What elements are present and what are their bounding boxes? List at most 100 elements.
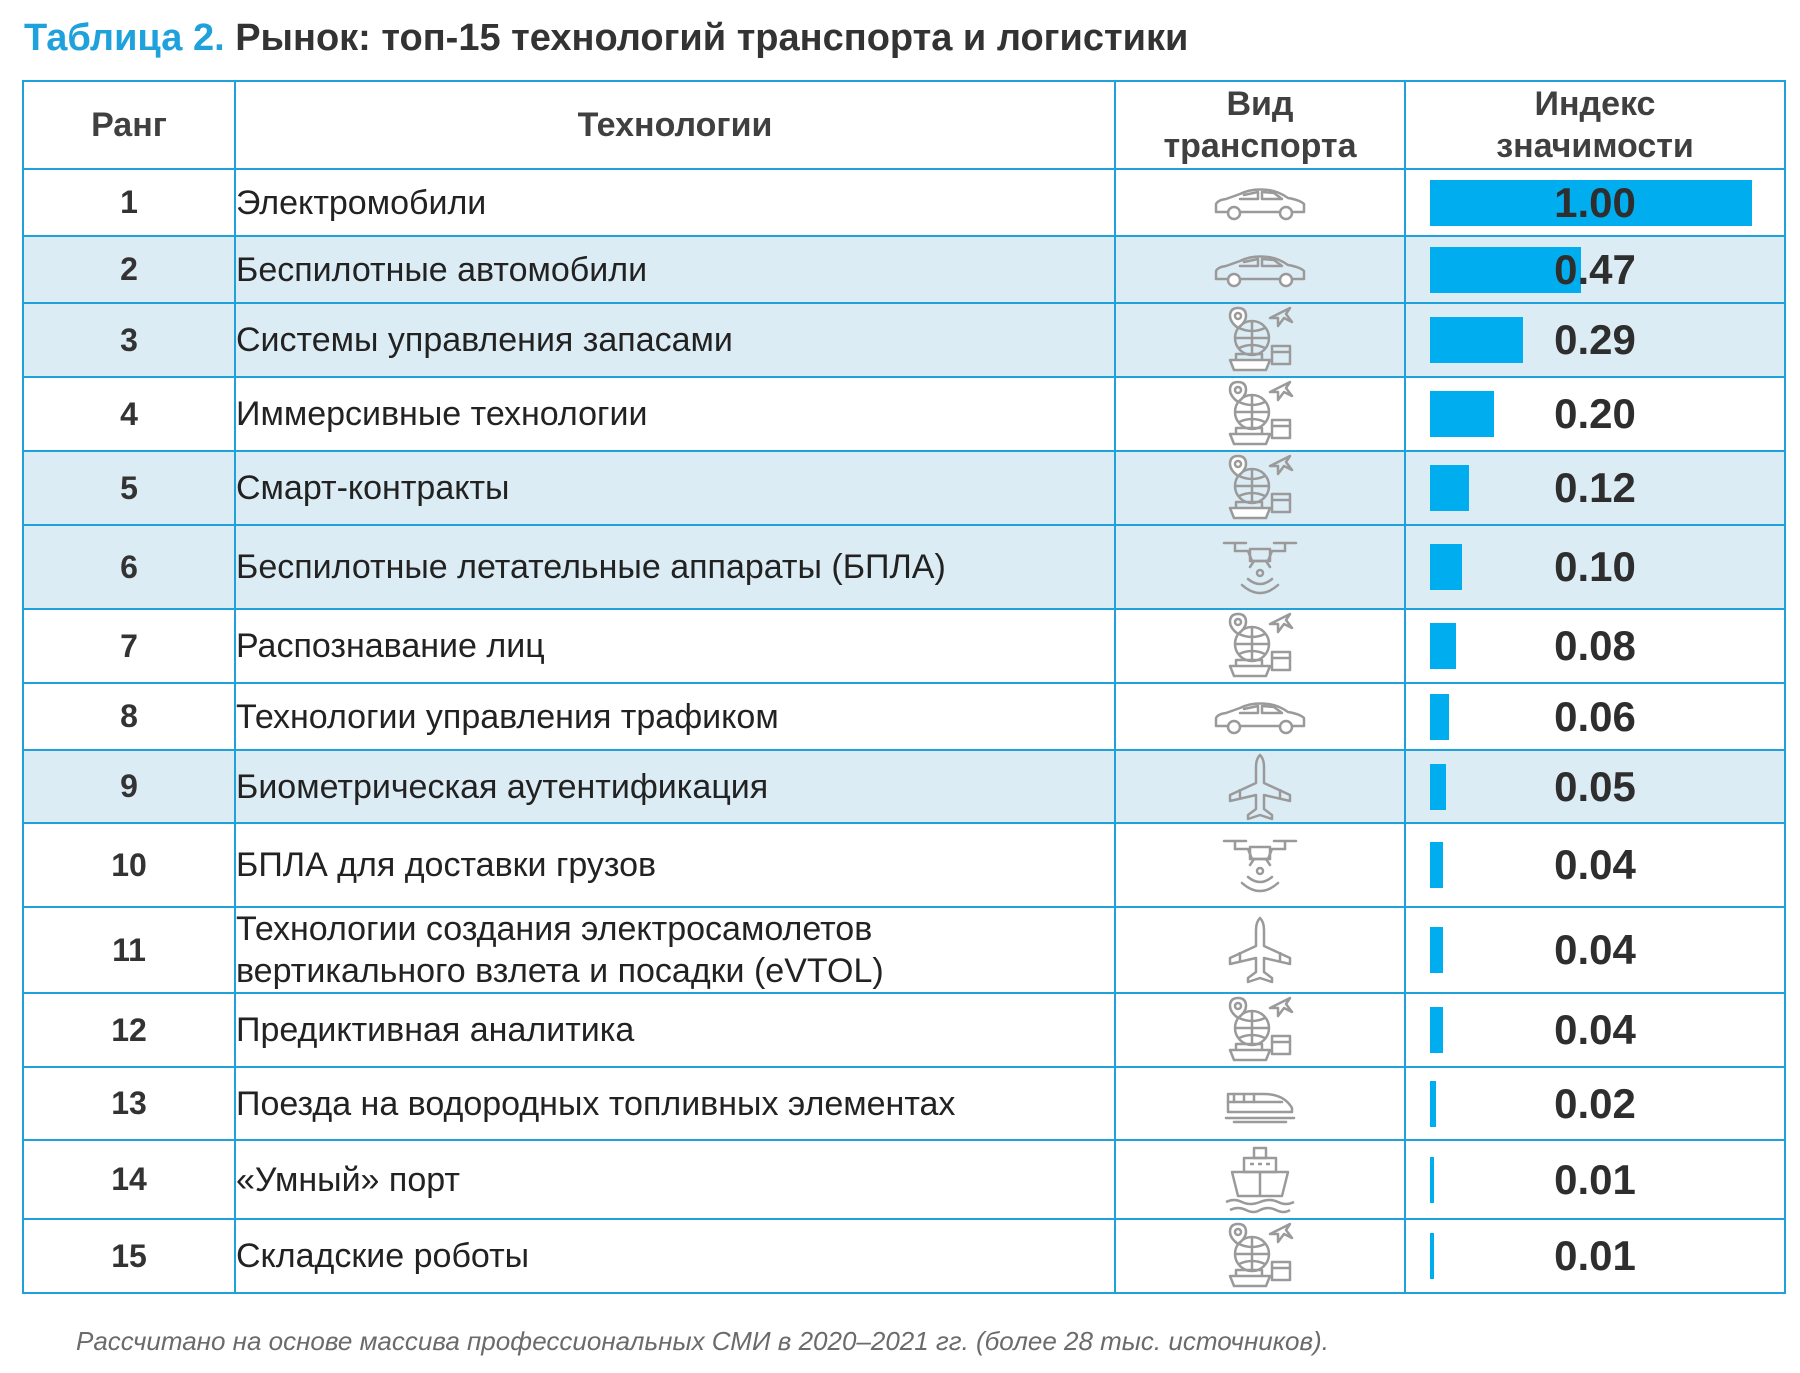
table-row: 15 Складские роботы 0.01 xyxy=(22,1218,1786,1294)
rank-cell: 10 xyxy=(22,822,236,908)
rank-cell: 2 xyxy=(22,235,236,304)
rank-cell: 12 xyxy=(22,992,236,1068)
technology-cell: Предиктивная аналитика xyxy=(234,992,1116,1068)
logistics-icon xyxy=(1224,306,1296,372)
table-title: Таблица 2. Рынок: топ-15 технологий тран… xyxy=(24,14,1188,62)
logistics-icon xyxy=(1224,380,1296,446)
index-value: 0.10 xyxy=(1554,543,1636,590)
index-bar xyxy=(1430,763,1446,810)
technology-cell: Беспилотные автомобили xyxy=(234,235,1116,304)
technology-cell: Биометрическая аутентификация xyxy=(234,749,1116,824)
technology-name-line: Биометрическая аутентификация xyxy=(236,767,769,806)
car-icon xyxy=(1212,254,1308,287)
transport-type-cell xyxy=(1114,235,1406,304)
technology-table: Ранг Технологии Вид транспорта Индекс зн… xyxy=(22,80,1786,1294)
rank-cell: 11 xyxy=(22,906,236,994)
transport-type-cell xyxy=(1114,906,1406,994)
index-bar xyxy=(1430,317,1523,363)
significance-index-cell: 0.01 xyxy=(1404,1139,1786,1220)
significance-index-cell: 0.04 xyxy=(1404,822,1786,908)
ship-icon xyxy=(1224,1146,1296,1213)
technology-cell: Складские роботы xyxy=(234,1218,1116,1294)
index-value: 0.05 xyxy=(1554,762,1636,810)
airplane-icon xyxy=(1226,753,1294,820)
table-row: 14 «Умный» порт 0.01 xyxy=(22,1139,1786,1220)
transport-type-cell xyxy=(1114,608,1406,684)
technology-cell: Иммерсивные технологии xyxy=(234,376,1116,452)
rank-cell: 6 xyxy=(22,524,236,610)
significance-index-cell: 0.47 xyxy=(1404,235,1786,304)
header-transport-type: Вид транспорта xyxy=(1114,80,1406,170)
transport-type-cell xyxy=(1114,1139,1406,1220)
technology-cell: Поезда на водородных топливных элементах xyxy=(234,1066,1116,1141)
significance-index-cell: 0.12 xyxy=(1404,450,1786,526)
index-bar xyxy=(1430,1233,1434,1279)
table-row: 7 Распознавание лиц 0.08 xyxy=(22,608,1786,684)
rank-cell: 1 xyxy=(22,168,236,237)
technology-cell: БПЛА для доставки грузов xyxy=(234,822,1116,908)
index-value: 0.04 xyxy=(1554,841,1636,888)
significance-index-cell: 0.01 xyxy=(1404,1218,1786,1294)
table-row: 8 Технологии управления трафиком 0.06 xyxy=(22,682,1786,751)
transport-type-cell xyxy=(1114,376,1406,452)
significance-index-cell: 0.05 xyxy=(1404,749,1786,824)
logistics-icon xyxy=(1224,612,1296,678)
table-row: 5 Смарт-контракты 0.12 xyxy=(22,450,1786,526)
technology-name-line: Распознавание лиц xyxy=(236,627,545,665)
technology-name-line: БПЛА для доставки грузов xyxy=(236,846,657,884)
index-bar xyxy=(1430,465,1469,511)
rank-cell: 14 xyxy=(22,1139,236,1220)
transport-type-cell xyxy=(1114,682,1406,751)
significance-index-cell: 0.06 xyxy=(1404,682,1786,751)
table-row: 11 Технологии создания электросамолетов ве… xyxy=(22,906,1786,994)
index-bar xyxy=(1430,693,1449,740)
technology-name-line: вертикального взлета и посадки (eVTOL) xyxy=(236,952,884,990)
table-body: 1 Электромобили 1.00 2 Беспилотные автомобил… xyxy=(22,168,1786,1294)
technology-name-line: Поезда на водородных топливных элементах xyxy=(236,1084,956,1123)
table-row: 3 Системы управления запасами 0.29 xyxy=(22,302,1786,378)
car-icon xyxy=(1212,701,1308,734)
train-icon xyxy=(1224,1092,1296,1123)
table-row: 6 Беспилотные летательные аппараты (БПЛА)… xyxy=(22,524,1786,610)
technology-name-line: «Умный» порт xyxy=(236,1160,460,1199)
table-row: 2 Беспилотные автомобили 0.47 xyxy=(22,235,1786,304)
rank-cell: 3 xyxy=(22,302,236,378)
technology-name-line: Технологии создания электросамолетов xyxy=(236,910,873,948)
header-transport-line2: транспорта xyxy=(1163,127,1357,165)
table-number: Таблица 2. xyxy=(24,17,225,59)
table-row: 1 Электромобили 1.00 xyxy=(22,168,1786,237)
index-bar xyxy=(1430,1156,1434,1203)
table-row: 12 Предиктивная аналитика 0.04 xyxy=(22,992,1786,1068)
header-index-line2: значимости xyxy=(1496,127,1694,165)
transport-type-cell xyxy=(1114,749,1406,824)
technology-name-line: Иммерсивные технологии xyxy=(236,395,648,433)
index-bar xyxy=(1430,246,1581,293)
header-significance-index: Индекс значимости xyxy=(1404,80,1786,170)
logistics-icon xyxy=(1224,454,1296,520)
drone-icon xyxy=(1222,839,1298,893)
significance-index-cell: 0.02 xyxy=(1404,1066,1786,1141)
index-bar xyxy=(1430,842,1443,888)
significance-index-cell: 0.04 xyxy=(1404,992,1786,1068)
logistics-icon xyxy=(1224,996,1296,1062)
table-title-text: Рынок: топ-15 технологий транспорта и ло… xyxy=(235,17,1189,59)
airplane-icon xyxy=(1226,916,1294,984)
index-value: 0.47 xyxy=(1554,245,1636,293)
index-bar xyxy=(1430,927,1443,973)
technology-name-line: Складские роботы xyxy=(236,1237,530,1275)
transport-type-cell xyxy=(1114,1066,1406,1141)
index-bar xyxy=(1430,623,1456,669)
table-row: 10 БПЛА для доставки грузов 0.04 xyxy=(22,822,1786,908)
technology-cell: Распознавание лиц xyxy=(234,608,1116,684)
index-value: 0.20 xyxy=(1554,390,1636,437)
index-value: 1.00 xyxy=(1554,178,1636,226)
rank-cell: 4 xyxy=(22,376,236,452)
rank-cell: 15 xyxy=(22,1218,236,1294)
technology-name-line: Беспилотные летательные аппараты (БПЛА) xyxy=(236,548,946,586)
technology-cell: Беспилотные летательные аппараты (БПЛА) xyxy=(234,524,1116,610)
technology-name-line: Беспилотные автомобили xyxy=(236,250,648,289)
technology-cell: Технологии создания электросамолетов верт… xyxy=(234,906,1116,994)
drone-icon xyxy=(1222,541,1298,595)
index-value: 0.06 xyxy=(1554,692,1636,740)
index-value: 0.29 xyxy=(1554,316,1636,363)
